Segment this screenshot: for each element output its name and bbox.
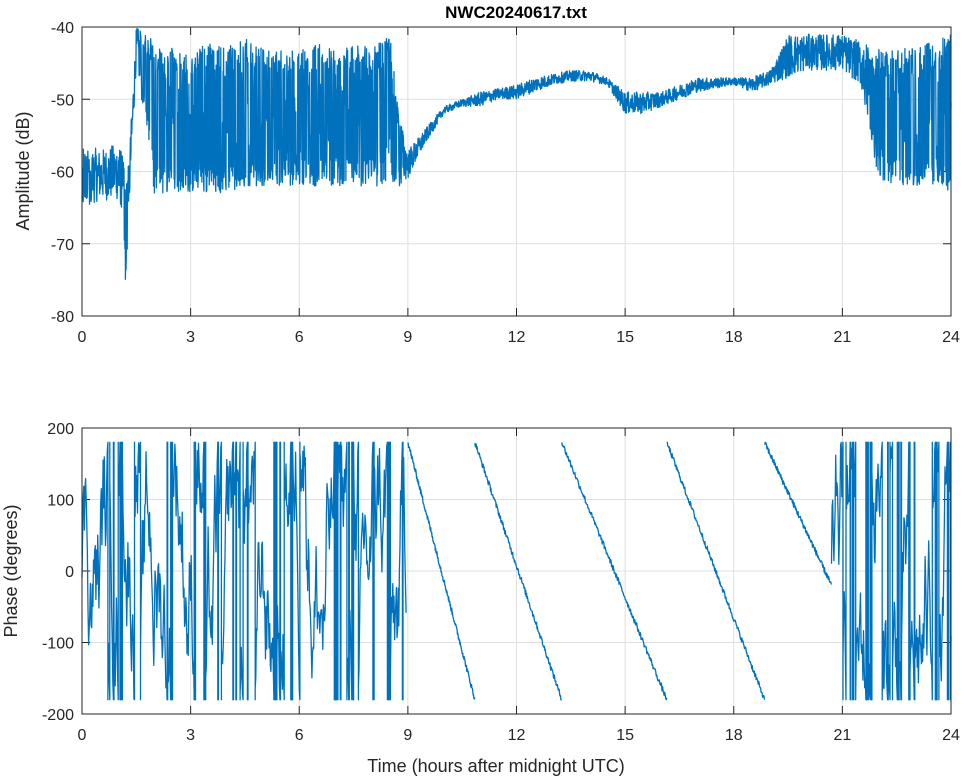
x-tick-label: 9 — [403, 329, 412, 346]
x-tick-label: 21 — [833, 727, 851, 744]
x-tick-label: 24 — [942, 329, 960, 346]
x-tick-label: 18 — [725, 329, 743, 346]
x-tick-label: 9 — [403, 727, 412, 744]
y-tick-label: 0 — [65, 564, 74, 581]
amplitude-axes: 0 3 6 9 12 15 18 21 24 -80 -70 -60 -50 -40 — [51, 20, 960, 346]
axes-box — [81, 427, 952, 715]
y-tick-label: 100 — [47, 493, 74, 510]
x-tick-label: 15 — [616, 329, 634, 346]
x-tick-label: 12 — [508, 727, 526, 744]
y-axis-label-phase: Phase (degrees) — [1, 504, 21, 637]
x-tick-label: 18 — [725, 727, 743, 744]
y-tick-label: -80 — [51, 309, 74, 326]
x-axis-label: Time (hours after midnight UTC) — [367, 756, 624, 776]
amplitude-line — [81, 27, 952, 280]
x-tick-label: 12 — [508, 329, 526, 346]
y-tick-label: -60 — [51, 165, 74, 182]
x-tick-label: 6 — [295, 727, 304, 744]
x-tick-label: 0 — [78, 329, 87, 346]
x-tick-label: 24 — [942, 727, 960, 744]
axes-box — [81, 26, 952, 317]
x-tick-label: 21 — [833, 329, 851, 346]
x-tick-label: 15 — [616, 727, 634, 744]
phase-line — [81, 441, 952, 701]
y-tick-label: -100 — [42, 636, 74, 653]
y-tick-label: -200 — [42, 707, 74, 724]
x-tick-label: 3 — [186, 329, 195, 346]
x-tick-label: 3 — [186, 727, 195, 744]
y-tick-label: -70 — [51, 237, 74, 254]
y-tick-label: 200 — [47, 421, 74, 438]
chart-title: NWC20240617.txt — [445, 3, 587, 22]
x-tick-label: 0 — [78, 727, 87, 744]
x-tick-label: 6 — [295, 329, 304, 346]
phase-axes: 0 3 6 9 12 15 18 21 24 -200 -100 0 100 200 — [42, 421, 960, 744]
y-axis-label-amplitude: Amplitude (dB) — [13, 111, 33, 230]
y-tick-label: -40 — [51, 20, 74, 37]
y-tick-label: -50 — [51, 92, 74, 109]
